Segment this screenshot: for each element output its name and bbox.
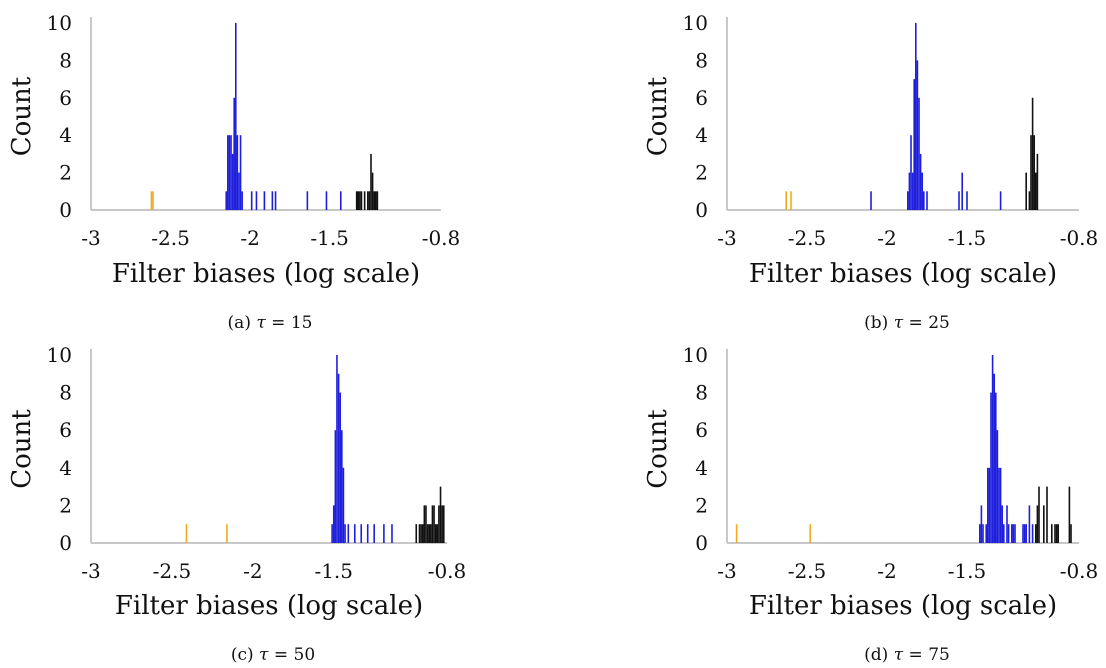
y-tick-label: 10 [47, 11, 72, 35]
chart-panel-b: 0 2 4 6 8 10 -3 -2.5 -2 -1.5 -0.8 Count Filter biase… [643, 11, 1098, 333]
x-tick-label: -2.5 [788, 226, 827, 250]
caption-tau: τ [259, 645, 269, 665]
x-axis-label: Filter biases (log scale) [749, 259, 1057, 289]
y-tick-label: 0 [695, 198, 708, 222]
x-axis-label: Filter biases (log scale) [112, 259, 420, 289]
x-tick-label: -2.5 [788, 559, 827, 583]
x-tick-label: -0.8 [1060, 226, 1099, 250]
x-tick-label: -1.5 [314, 559, 353, 583]
subfigure-caption: (b) τ = 25 [864, 313, 950, 333]
y-axis-label: Count [7, 409, 37, 489]
y-axis-label: Count [643, 409, 673, 489]
chart-panel-c: 0 2 4 6 8 10 -3 -2.5 -2 -1.5 -0.8 Count Filter biase… [7, 343, 466, 665]
y-tick-label: 8 [695, 48, 708, 72]
x-tick-label: -2 [877, 226, 896, 250]
subfigure-caption: (c) τ = 50 [231, 645, 315, 665]
caption-prefix: (c) [231, 645, 259, 665]
caption-tau: τ [894, 313, 904, 333]
chart-panel-a: 0 2 4 6 8 10 -3 -2.5 -2 -1.5 -0.8 Count Filter biase… [7, 11, 460, 333]
x-tick-label: -0.8 [422, 226, 461, 250]
y-tick-label: 8 [59, 48, 72, 72]
x-tick-label: -2 [877, 559, 896, 583]
y-tick-label: 8 [695, 381, 708, 405]
y-tick-label: 4 [695, 456, 708, 480]
y-tick-label: 10 [47, 343, 72, 367]
x-tick-label: -2.5 [153, 559, 192, 583]
x-tick-label: -1.5 [948, 559, 987, 583]
y-tick-label: 6 [59, 418, 72, 442]
y-tick-label: 6 [695, 418, 708, 442]
x-axis-label: Filter biases (log scale) [749, 591, 1057, 621]
subfigure-caption: (d) τ = 75 [864, 645, 950, 665]
x-tick-label: -0.8 [428, 559, 467, 583]
x-tick-label: -2 [240, 226, 259, 250]
caption-prefix: (d) [864, 645, 894, 665]
y-axis-label: Count [643, 76, 673, 156]
y-tick-label: 0 [695, 531, 708, 555]
caption-value: = 75 [903, 645, 950, 665]
subfigure-caption: (a) τ = 15 [228, 313, 313, 333]
x-tick-label: -3 [81, 559, 100, 583]
caption-value: = 15 [266, 313, 313, 333]
y-tick-label: 6 [695, 86, 708, 110]
y-tick-label: 10 [683, 11, 708, 35]
x-axis-label: Filter biases (log scale) [115, 591, 423, 621]
x-tick-label: -1.5 [948, 226, 987, 250]
y-tick-label: 2 [695, 493, 708, 517]
y-tick-label: 2 [695, 161, 708, 185]
caption-tau: τ [256, 313, 266, 333]
x-tick-label: -3 [81, 226, 100, 250]
x-tick-label: -3 [717, 559, 736, 583]
y-tick-label: 4 [59, 456, 72, 480]
y-tick-label: 0 [59, 198, 72, 222]
x-tick-label: -1.5 [310, 226, 349, 250]
chart-panel-d: 0 2 4 6 8 10 -3 -2.5 -2 -1.5 -0.8 Count Filter biase… [643, 343, 1098, 665]
x-tick-label: -0.8 [1060, 559, 1099, 583]
y-tick-label: 2 [59, 493, 72, 517]
y-axis-label: Count [7, 76, 37, 156]
y-tick-label: 6 [59, 86, 72, 110]
x-tick-label: -2.5 [151, 226, 190, 250]
y-tick-label: 2 [59, 161, 72, 185]
caption-prefix: (a) [228, 313, 257, 333]
y-tick-label: 4 [59, 123, 72, 147]
caption-tau: τ [894, 645, 904, 665]
caption-value: = 25 [903, 313, 950, 333]
y-tick-label: 8 [59, 381, 72, 405]
caption-value: = 50 [268, 645, 315, 665]
x-tick-label: -2 [243, 559, 262, 583]
y-tick-label: 4 [695, 123, 708, 147]
caption-prefix: (b) [864, 313, 894, 333]
y-tick-label: 0 [59, 531, 72, 555]
x-tick-label: -3 [717, 226, 736, 250]
y-tick-label: 10 [683, 343, 708, 367]
